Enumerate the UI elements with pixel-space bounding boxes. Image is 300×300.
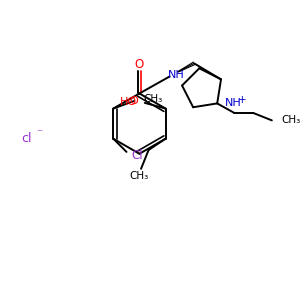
Text: CH₃: CH₃	[143, 94, 163, 104]
Text: CH₃: CH₃	[281, 116, 300, 125]
Text: +: +	[238, 95, 247, 105]
Text: HO: HO	[120, 97, 137, 107]
Text: cl: cl	[21, 132, 32, 145]
Text: CH₃: CH₃	[130, 171, 149, 182]
Text: NH: NH	[225, 98, 242, 108]
Text: ⁻: ⁻	[36, 128, 42, 140]
Text: O: O	[130, 96, 138, 106]
Text: NH: NH	[168, 70, 184, 80]
Text: Cl: Cl	[131, 149, 143, 162]
Text: O: O	[135, 58, 144, 71]
